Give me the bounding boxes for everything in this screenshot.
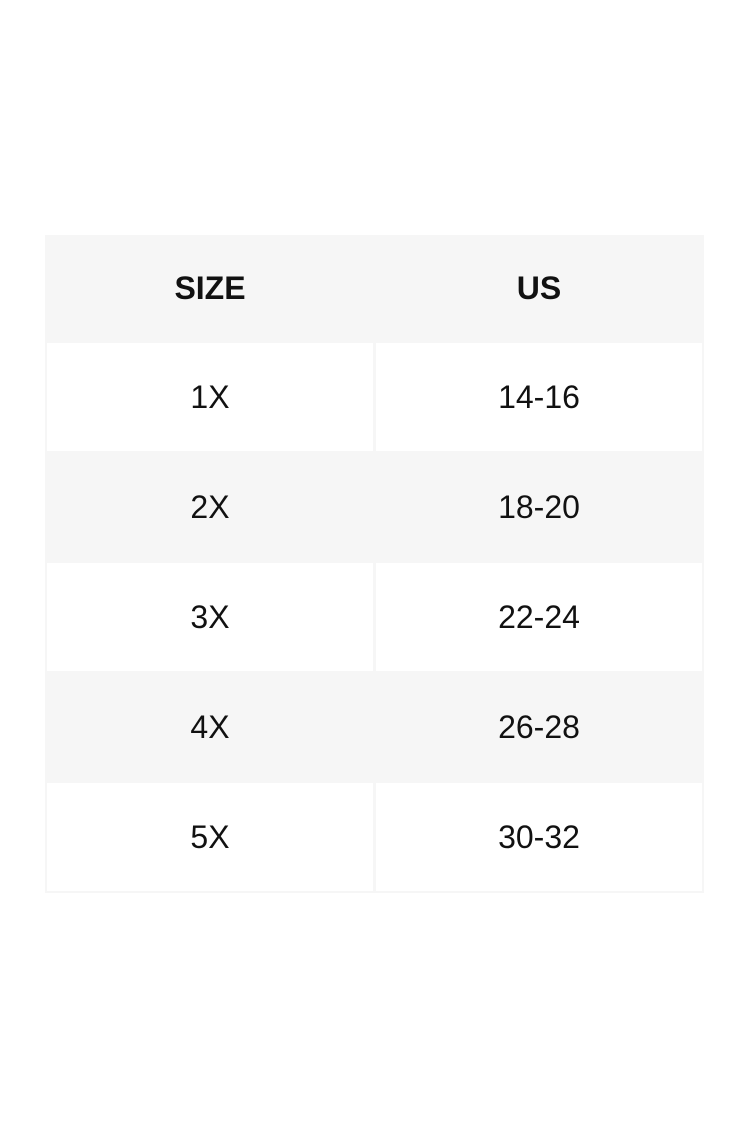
size-cell: 3X — [47, 563, 373, 671]
table-row: 4X 26-28 — [47, 673, 702, 781]
us-cell: 14-16 — [376, 343, 702, 451]
us-cell: 26-28 — [376, 673, 702, 781]
header-us: US — [376, 235, 702, 341]
size-cell: 5X — [47, 783, 373, 891]
table-row: 3X 22-24 — [47, 563, 702, 671]
us-cell: 18-20 — [376, 453, 702, 561]
size-cell: 2X — [47, 453, 373, 561]
header-size: SIZE — [47, 235, 373, 341]
table-row: 2X 18-20 — [47, 453, 702, 561]
size-cell: 4X — [47, 673, 373, 781]
us-cell: 30-32 — [376, 783, 702, 891]
table-row: 1X 14-16 — [47, 343, 702, 451]
table-row: 5X 30-32 — [47, 783, 702, 891]
us-cell: 22-24 — [376, 563, 702, 671]
size-chart-table: SIZE US 1X 14-16 2X 18-20 3X 22-24 4X 26… — [45, 235, 704, 893]
size-cell: 1X — [47, 343, 373, 451]
table-header-row: SIZE US — [47, 235, 702, 341]
